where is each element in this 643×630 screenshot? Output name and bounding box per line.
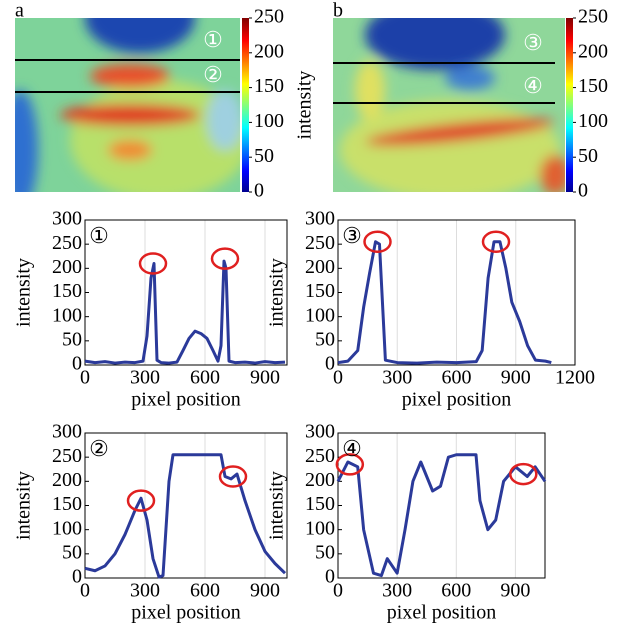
x-axis-label: pixel position (131, 389, 240, 411)
x-tick-label: 600 (442, 367, 472, 389)
x-tick-label: 1200 (555, 367, 595, 389)
y-tick-label: 250 (52, 445, 82, 467)
y-tick-label: 50 (62, 328, 82, 350)
plot-marker-label: ② (89, 436, 109, 461)
x-tick-label: 300 (382, 367, 412, 389)
plot-frame (84, 432, 288, 579)
line-marker-label: ② (203, 62, 223, 87)
x-axis-label: pixel position (131, 602, 240, 624)
y-tick-label: 0 (72, 353, 82, 375)
plot-marker-label: ① (89, 223, 109, 248)
x-tick-label: 600 (190, 367, 220, 389)
peak-highlight (509, 462, 538, 486)
colorbar (566, 18, 573, 192)
y-axis-label: intensity (13, 471, 35, 540)
y-tick-label: 200 (52, 256, 82, 278)
y-tick-label: 250 (305, 445, 335, 467)
x-tick-label: 900 (501, 367, 531, 389)
x-tick-label: 600 (190, 580, 220, 602)
y-tick-label: 300 (305, 421, 335, 443)
colorbar-tick-label: 200 (578, 40, 608, 62)
y-tick-label: 0 (72, 566, 82, 588)
colorbar-tick-label: 150 (254, 75, 284, 97)
peak-highlight (481, 230, 511, 253)
data-line (337, 240, 552, 365)
y-tick-label: 100 (52, 304, 82, 326)
line-marker-label: ③ (523, 30, 543, 55)
y-tick-label: 100 (305, 517, 335, 539)
x-tick-label: 0 (333, 367, 343, 389)
data-line (84, 259, 286, 365)
colorbar-label: intensity (294, 71, 316, 140)
colorbar-tick-label: 100 (578, 110, 608, 132)
panel-label: b (333, 0, 343, 22)
colorbar-tick-label: 50 (578, 145, 598, 167)
colorbar-tick-label: 150 (578, 75, 608, 97)
plot-marker-label: ④ (342, 436, 362, 461)
x-axis-label: pixel position (387, 602, 496, 624)
y-tick-label: 200 (305, 469, 335, 491)
plot-marker-label: ③ (342, 223, 362, 248)
peak-highlight (210, 247, 240, 270)
line-marker-label: ④ (523, 73, 543, 98)
y-tick-label: 250 (52, 232, 82, 254)
plot-frame (84, 219, 288, 366)
y-axis-label: intensity (266, 258, 288, 327)
face-image-a (15, 18, 240, 192)
y-tick-label: 100 (305, 304, 335, 326)
colorbar-tick-label: 0 (254, 180, 264, 202)
y-tick-label: 0 (325, 353, 335, 375)
peak-highlight (218, 465, 248, 488)
x-axis-label: pixel position (402, 389, 511, 411)
x-tick-label: 900 (250, 580, 280, 602)
data-line (336, 453, 547, 578)
x-tick-label: 300 (382, 580, 412, 602)
x-tick-label: 600 (441, 580, 471, 602)
y-tick-label: 100 (52, 517, 82, 539)
plot-frame (337, 219, 576, 366)
colorbar-tick-label: 50 (254, 145, 274, 167)
y-tick-label: 50 (62, 541, 82, 563)
y-tick-label: 150 (52, 493, 82, 515)
colorbar-tick-label: 0 (578, 180, 588, 202)
y-tick-label: 0 (325, 566, 335, 588)
y-tick-label: 200 (305, 256, 335, 278)
x-tick-label: 0 (333, 580, 343, 602)
y-tick-label: 50 (315, 541, 335, 563)
x-tick-label: 900 (500, 580, 530, 602)
x-tick-label: 900 (250, 367, 280, 389)
peak-highlight (335, 453, 365, 476)
plot-frame (337, 432, 546, 579)
y-axis-label: intensity (13, 258, 35, 327)
y-tick-label: 300 (52, 421, 82, 443)
colorbar-tick-label: 100 (254, 110, 284, 132)
data-line (84, 453, 287, 579)
x-tick-label: 300 (130, 580, 160, 602)
x-tick-label: 0 (80, 580, 90, 602)
peak-highlight (126, 489, 156, 512)
y-axis-label: intensity (266, 471, 288, 540)
x-tick-label: 300 (130, 367, 160, 389)
y-tick-label: 250 (305, 232, 335, 254)
y-tick-label: 300 (52, 208, 82, 230)
y-tick-label: 300 (305, 208, 335, 230)
y-tick-label: 150 (305, 493, 335, 515)
peak-highlight (138, 252, 168, 275)
y-tick-label: 200 (52, 469, 82, 491)
colorbar-tick-label: 250 (578, 6, 608, 28)
face-image-b (333, 18, 565, 192)
panel-label: a (15, 0, 24, 22)
colorbar-tick-label: 200 (254, 40, 284, 62)
x-tick-label: 0 (80, 367, 90, 389)
peak-highlight (363, 230, 392, 253)
colorbar (242, 18, 249, 192)
y-tick-label: 50 (315, 328, 335, 350)
line-marker-label: ① (203, 27, 223, 52)
y-tick-label: 150 (52, 280, 82, 302)
y-tick-label: 150 (305, 280, 335, 302)
colorbar-tick-label: 250 (254, 6, 284, 28)
